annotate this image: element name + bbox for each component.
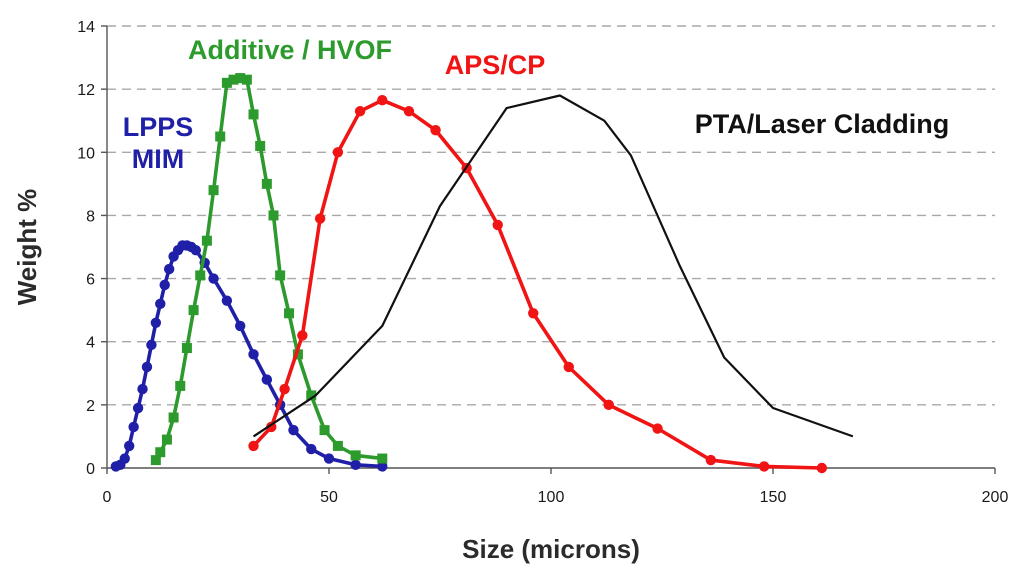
data-point bbox=[155, 447, 166, 458]
data-point bbox=[248, 440, 259, 452]
series-0 bbox=[110, 240, 388, 472]
y-tick-label: 14 bbox=[77, 19, 95, 36]
data-point bbox=[284, 308, 295, 319]
data-point bbox=[248, 109, 259, 120]
data-point bbox=[155, 298, 166, 310]
data-point bbox=[150, 455, 161, 466]
y-tick-label: 6 bbox=[86, 272, 95, 289]
data-point bbox=[215, 131, 226, 142]
data-point bbox=[403, 106, 415, 117]
data-point bbox=[306, 390, 317, 401]
y-tick-label: 12 bbox=[77, 82, 95, 99]
x-tick-label: 0 bbox=[103, 489, 112, 506]
data-point bbox=[137, 383, 148, 395]
x-tick-label: 200 bbox=[982, 489, 1009, 506]
data-point bbox=[377, 453, 388, 464]
data-point bbox=[430, 124, 441, 136]
data-point bbox=[235, 73, 246, 84]
data-point bbox=[208, 273, 219, 284]
data-point bbox=[119, 453, 130, 464]
axes: 0 2 4 6 8 10 12 14 0 50 100 150 200 Size (microns) Wei… bbox=[12, 19, 1008, 564]
y-axis-title: Weight % bbox=[12, 189, 42, 306]
data-point bbox=[241, 74, 252, 85]
data-point bbox=[261, 178, 272, 189]
data-point bbox=[603, 399, 614, 411]
series-label: LPPS bbox=[123, 112, 194, 142]
series-label: Additive / HVOF bbox=[188, 35, 392, 65]
series-layer bbox=[110, 73, 854, 474]
data-point bbox=[332, 440, 343, 451]
data-point bbox=[228, 74, 239, 85]
data-point bbox=[221, 77, 232, 88]
data-point bbox=[354, 106, 366, 117]
data-point bbox=[652, 423, 663, 434]
data-point bbox=[288, 424, 299, 436]
data-point bbox=[261, 374, 273, 385]
data-point bbox=[377, 461, 388, 472]
data-point bbox=[266, 421, 277, 433]
series-label: APS/CP bbox=[445, 50, 546, 80]
data-point bbox=[175, 380, 186, 391]
data-point bbox=[297, 330, 308, 341]
data-point bbox=[190, 244, 201, 256]
data-point bbox=[146, 339, 157, 351]
x-tick-label: 50 bbox=[320, 489, 338, 506]
data-point bbox=[195, 270, 206, 281]
x-axis-title: Size (microns) bbox=[462, 534, 640, 564]
y-tick-label: 10 bbox=[77, 145, 95, 162]
data-point bbox=[350, 459, 361, 471]
data-point bbox=[268, 210, 279, 221]
y-tick-label: 8 bbox=[86, 208, 95, 225]
series-3 bbox=[252, 94, 854, 438]
data-point bbox=[314, 213, 326, 224]
data-point bbox=[168, 412, 179, 423]
data-point bbox=[201, 235, 212, 246]
data-point bbox=[377, 94, 388, 106]
data-point bbox=[128, 421, 139, 433]
series-line bbox=[252, 94, 854, 438]
y-tick-label: 0 bbox=[86, 461, 95, 478]
data-point bbox=[705, 454, 717, 466]
data-point bbox=[141, 361, 153, 373]
y-tick-label: 2 bbox=[86, 398, 95, 415]
data-point bbox=[235, 320, 246, 332]
data-point bbox=[181, 343, 192, 354]
data-point bbox=[528, 308, 539, 319]
data-point bbox=[255, 140, 266, 151]
data-point bbox=[275, 270, 286, 281]
series-2 bbox=[248, 94, 828, 474]
series-label: MIM bbox=[132, 144, 184, 174]
series-1 bbox=[150, 73, 388, 466]
data-point bbox=[221, 295, 233, 306]
x-tick-label: 150 bbox=[760, 489, 787, 506]
data-point bbox=[161, 434, 172, 445]
data-point bbox=[332, 147, 344, 158]
data-point bbox=[306, 443, 317, 455]
y-tick-label: 4 bbox=[86, 335, 95, 352]
data-point bbox=[188, 305, 199, 316]
data-point bbox=[350, 450, 361, 461]
data-point bbox=[159, 279, 170, 291]
data-point bbox=[758, 461, 770, 472]
data-point bbox=[563, 361, 574, 373]
data-point bbox=[208, 185, 219, 196]
data-point bbox=[248, 349, 259, 360]
x-tick-label: 100 bbox=[538, 489, 565, 506]
data-point bbox=[163, 263, 175, 275]
data-point bbox=[492, 219, 503, 231]
series-label: PTA/Laser Cladding bbox=[695, 109, 950, 139]
data-point bbox=[323, 453, 335, 464]
data-point bbox=[816, 462, 828, 474]
data-point bbox=[150, 317, 162, 328]
data-point bbox=[132, 402, 144, 414]
data-point bbox=[319, 425, 330, 436]
data-point bbox=[279, 383, 290, 395]
data-point bbox=[124, 440, 135, 452]
